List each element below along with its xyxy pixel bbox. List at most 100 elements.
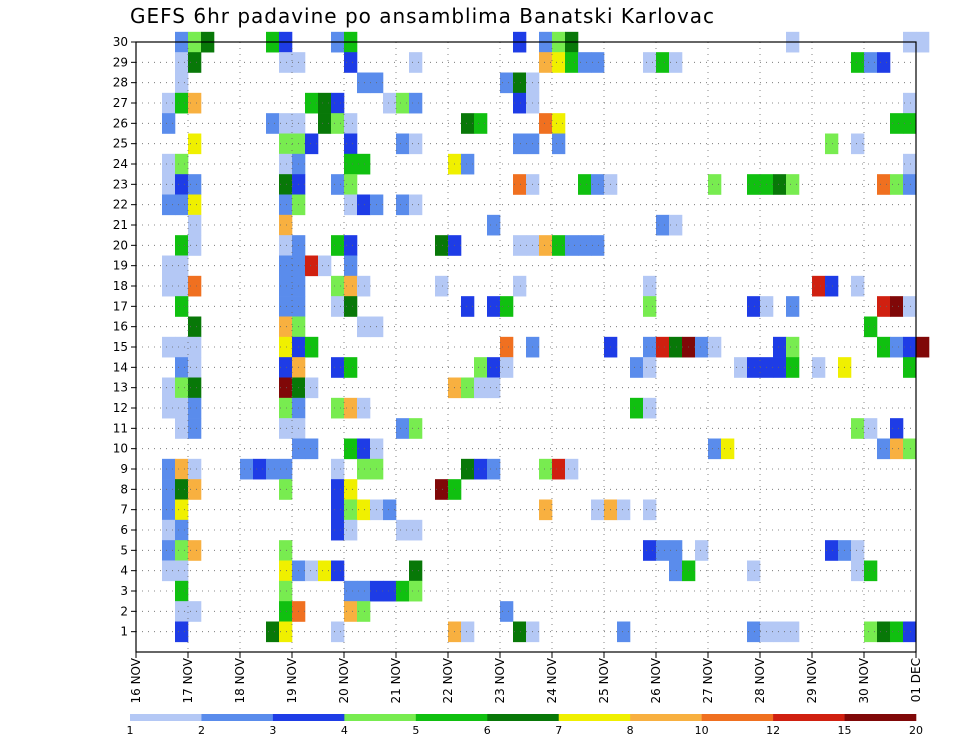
y-tick-label: 2 xyxy=(120,604,128,618)
heatmap-cell xyxy=(877,438,891,460)
x-tick-label: 23 NOV xyxy=(493,657,507,703)
heatmap-cell xyxy=(669,214,683,236)
y-tick-label: 1 xyxy=(120,625,128,639)
y-tick-label: 16 xyxy=(113,320,128,334)
heatmap-cell xyxy=(461,153,475,175)
heatmap-cell xyxy=(435,479,449,500)
heatmap-cell xyxy=(890,621,904,643)
y-tick-label: 6 xyxy=(120,523,128,537)
heatmap-cell xyxy=(175,153,189,175)
x-tick-label: 01 DEC xyxy=(909,658,923,702)
y-tick-label: 28 xyxy=(113,76,128,90)
heatmap-cell xyxy=(344,499,358,521)
heatmap-cell xyxy=(279,133,293,155)
heatmap-cell xyxy=(305,92,319,114)
heatmap-cell xyxy=(552,113,566,134)
heatmap-cell xyxy=(916,336,930,358)
y-tick-label: 17 xyxy=(113,299,128,313)
heatmap-cell xyxy=(357,601,371,622)
heatmap-cell xyxy=(162,479,176,500)
heatmap-cell xyxy=(279,357,293,378)
heatmap-cell xyxy=(331,519,345,541)
heatmap-cell xyxy=(188,357,202,378)
heatmap-cell xyxy=(279,235,293,256)
heatmap-cell xyxy=(539,235,553,256)
colorbar-label: 12 xyxy=(766,724,780,737)
heatmap-cell xyxy=(513,235,527,256)
heatmap-cell xyxy=(630,357,644,378)
heatmap-cell xyxy=(656,214,670,236)
heatmap-cell xyxy=(175,72,189,94)
heatmap-cell xyxy=(331,235,345,256)
heatmap-cell xyxy=(773,174,787,195)
heatmap-cell xyxy=(279,621,293,643)
heatmap-cell xyxy=(188,479,202,500)
heatmap-cell xyxy=(409,133,423,155)
heatmap-cell xyxy=(331,174,345,195)
heatmap-cell xyxy=(279,174,293,195)
heatmap-cell xyxy=(812,357,826,378)
heatmap-cell xyxy=(279,560,293,582)
heatmap-cell xyxy=(279,194,293,216)
heatmap-cell xyxy=(708,174,722,195)
heatmap-cell xyxy=(188,235,202,256)
heatmap-cell xyxy=(747,357,761,378)
heatmap-cell xyxy=(513,92,527,114)
heatmap-cell xyxy=(565,52,579,73)
y-tick-label: 3 xyxy=(120,584,128,598)
heatmap-cell xyxy=(162,275,176,297)
y-tick-label: 14 xyxy=(113,360,128,374)
heatmap-cell xyxy=(162,499,176,521)
heatmap-cell xyxy=(188,174,202,195)
heatmap-cell xyxy=(435,235,449,256)
heatmap-cell xyxy=(903,153,917,175)
heatmap-cell xyxy=(851,418,865,439)
heatmap-cell xyxy=(500,72,514,94)
heatmap-cell xyxy=(357,397,371,419)
heatmap-cell xyxy=(175,52,189,73)
heatmap-cell xyxy=(396,519,410,541)
y-tick-label: 19 xyxy=(113,259,128,273)
heatmap-cell xyxy=(331,357,345,378)
heatmap-cell xyxy=(903,621,917,643)
x-tick-label: 19 NOV xyxy=(285,657,299,703)
heatmap-cell xyxy=(175,540,189,561)
heatmap-cell xyxy=(188,397,202,419)
heatmap-cell xyxy=(513,275,527,297)
colorbar-label: 1 xyxy=(127,724,134,737)
heatmap-cell xyxy=(344,438,358,460)
heatmap-cell xyxy=(344,580,358,602)
heatmap-cell xyxy=(188,194,202,216)
heatmap-cell xyxy=(344,52,358,73)
heatmap-cell xyxy=(279,336,293,358)
x-tick-label: 17 NOV xyxy=(181,657,195,703)
heatmap-cell xyxy=(162,519,176,541)
y-tick-label: 27 xyxy=(113,96,128,110)
heatmap-cell xyxy=(279,255,293,277)
heatmap-cell xyxy=(162,194,176,216)
heatmap-cell xyxy=(344,194,358,216)
heatmap-cell xyxy=(903,336,917,358)
heatmap-cell xyxy=(409,418,423,439)
heatmap-cell xyxy=(695,336,709,358)
heatmap-cell xyxy=(279,540,293,561)
heatmap-cell xyxy=(721,438,735,460)
heatmap-cell xyxy=(331,113,345,134)
heatmap-cell xyxy=(773,621,787,643)
heatmap-cell xyxy=(162,560,176,582)
heatmap-cell xyxy=(331,560,345,582)
colorbar-swatch xyxy=(558,714,631,721)
heatmap-cell xyxy=(344,397,358,419)
heatmap-cell xyxy=(461,621,475,643)
heatmap-cell xyxy=(643,336,657,358)
heatmap-cell xyxy=(305,560,319,582)
heatmap-cell xyxy=(487,214,501,236)
heatmap-cell xyxy=(877,296,891,317)
heatmap-cell xyxy=(357,499,371,521)
heatmap-cell xyxy=(175,397,189,419)
heatmap-cell xyxy=(643,499,657,521)
x-tick-label: 25 NOV xyxy=(597,657,611,703)
colorbar-label: 3 xyxy=(269,724,276,737)
heatmap-cell xyxy=(175,235,189,256)
